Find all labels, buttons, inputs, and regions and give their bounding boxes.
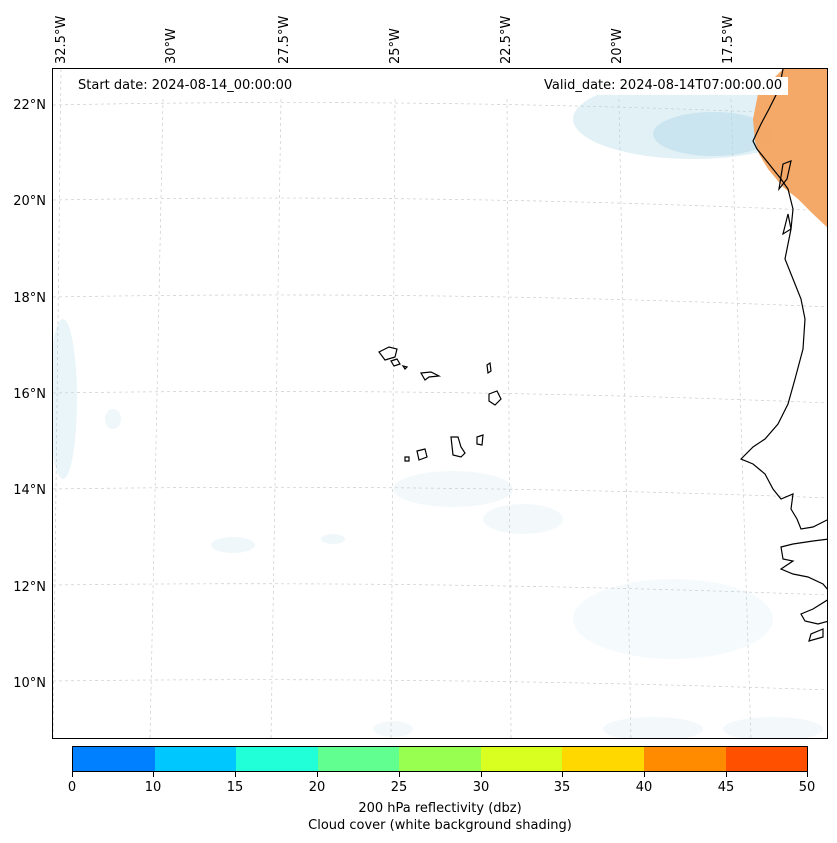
island-maio [476, 434, 484, 446]
colorbar-tick [399, 772, 400, 777]
colorbar-segment-8 [725, 747, 808, 771]
lat-label-14n: 14°N [13, 483, 46, 498]
colorbar-segment-6 [562, 747, 644, 771]
island-brava [404, 456, 410, 462]
islands [378, 346, 502, 462]
colorbar-tick [317, 772, 318, 777]
start-date-label: Start date: 2024-08-14_00:00:00 [72, 77, 299, 95]
colorbar-tick [235, 772, 236, 777]
lon-label-17-5w: 17.5°W [721, 15, 736, 64]
colorbar-ticklabel-0: 0 [67, 780, 77, 795]
colorbar-ticklabel-50: 50 [798, 780, 816, 795]
lon-label-22-5w: 22.5°W [499, 15, 514, 64]
island-sal [486, 361, 492, 375]
island-santa-luzia [401, 365, 409, 370]
island-santo-antao [378, 346, 398, 361]
cloud-cover [53, 79, 823, 738]
colorbar-segment-7 [643, 747, 726, 771]
map-canvas [53, 69, 827, 738]
colorbar [72, 746, 808, 772]
colorbar-segment-3 [317, 747, 400, 771]
valid-date-label: Valid_date: 2024-08-14T07:00:00.00 [538, 77, 789, 95]
lon-label-25w: 25°W [388, 28, 403, 64]
colorbar-tick [726, 772, 727, 777]
colorbar-tick [807, 772, 808, 777]
colorbar-segment-2 [236, 747, 318, 771]
lat-label-12n: 12°N [13, 580, 46, 595]
colorbar-tick [153, 772, 154, 777]
colorbar-tick [644, 772, 645, 777]
colorbar-ticklabel-25: 25 [390, 780, 408, 795]
island-santiago [450, 436, 466, 458]
colorbar-ticklabel-10: 10 [144, 780, 162, 795]
lat-label-22n: 22°N [13, 98, 46, 113]
colorbar-ticklabel-15: 15 [226, 780, 244, 795]
colorbar-tick [562, 772, 563, 777]
colorbar-label-reflectivity: 200 hPa reflectivity (dbz) [358, 801, 522, 816]
reflectivity-region [753, 69, 827, 228]
island-sao-vicente [390, 358, 401, 367]
colorbar-ticklabel-35: 35 [553, 780, 571, 795]
colorbar-ticklabel-45: 45 [717, 780, 735, 795]
colorbar-ticklabel-40: 40 [635, 780, 653, 795]
colorbar-ticklabel-30: 30 [472, 780, 490, 795]
colorbar-segment-4 [399, 747, 481, 771]
lon-label-20w: 20°W [610, 28, 625, 64]
lat-label-10n: 10°N [13, 676, 46, 691]
colorbar-segment-1 [154, 747, 237, 771]
lon-label-30w: 30°W [164, 28, 179, 64]
island-sao-nicolau [420, 371, 442, 381]
map-panel[interactable] [52, 68, 828, 739]
colorbar-tick [72, 772, 73, 777]
colorbar-tick [481, 772, 482, 777]
lon-label-32-5w: 32.5°W [54, 15, 69, 64]
lon-label-27-5w: 27.5°W [277, 15, 292, 64]
island-boa-vista [488, 390, 502, 406]
colorbar-segment-0 [73, 747, 155, 771]
island-fogo [416, 448, 428, 461]
coastline [739, 69, 827, 642]
colorbar-segment-5 [480, 747, 563, 771]
lat-label-16n: 16°N [13, 387, 46, 402]
colorbar-ticklabel-20: 20 [308, 780, 326, 795]
lat-label-18n: 18°N [13, 291, 46, 306]
lat-label-20n: 20°N [13, 194, 46, 209]
colorbar-label-cloud-cover: Cloud cover (white background shading) [308, 818, 572, 833]
gridlines [53, 69, 827, 738]
